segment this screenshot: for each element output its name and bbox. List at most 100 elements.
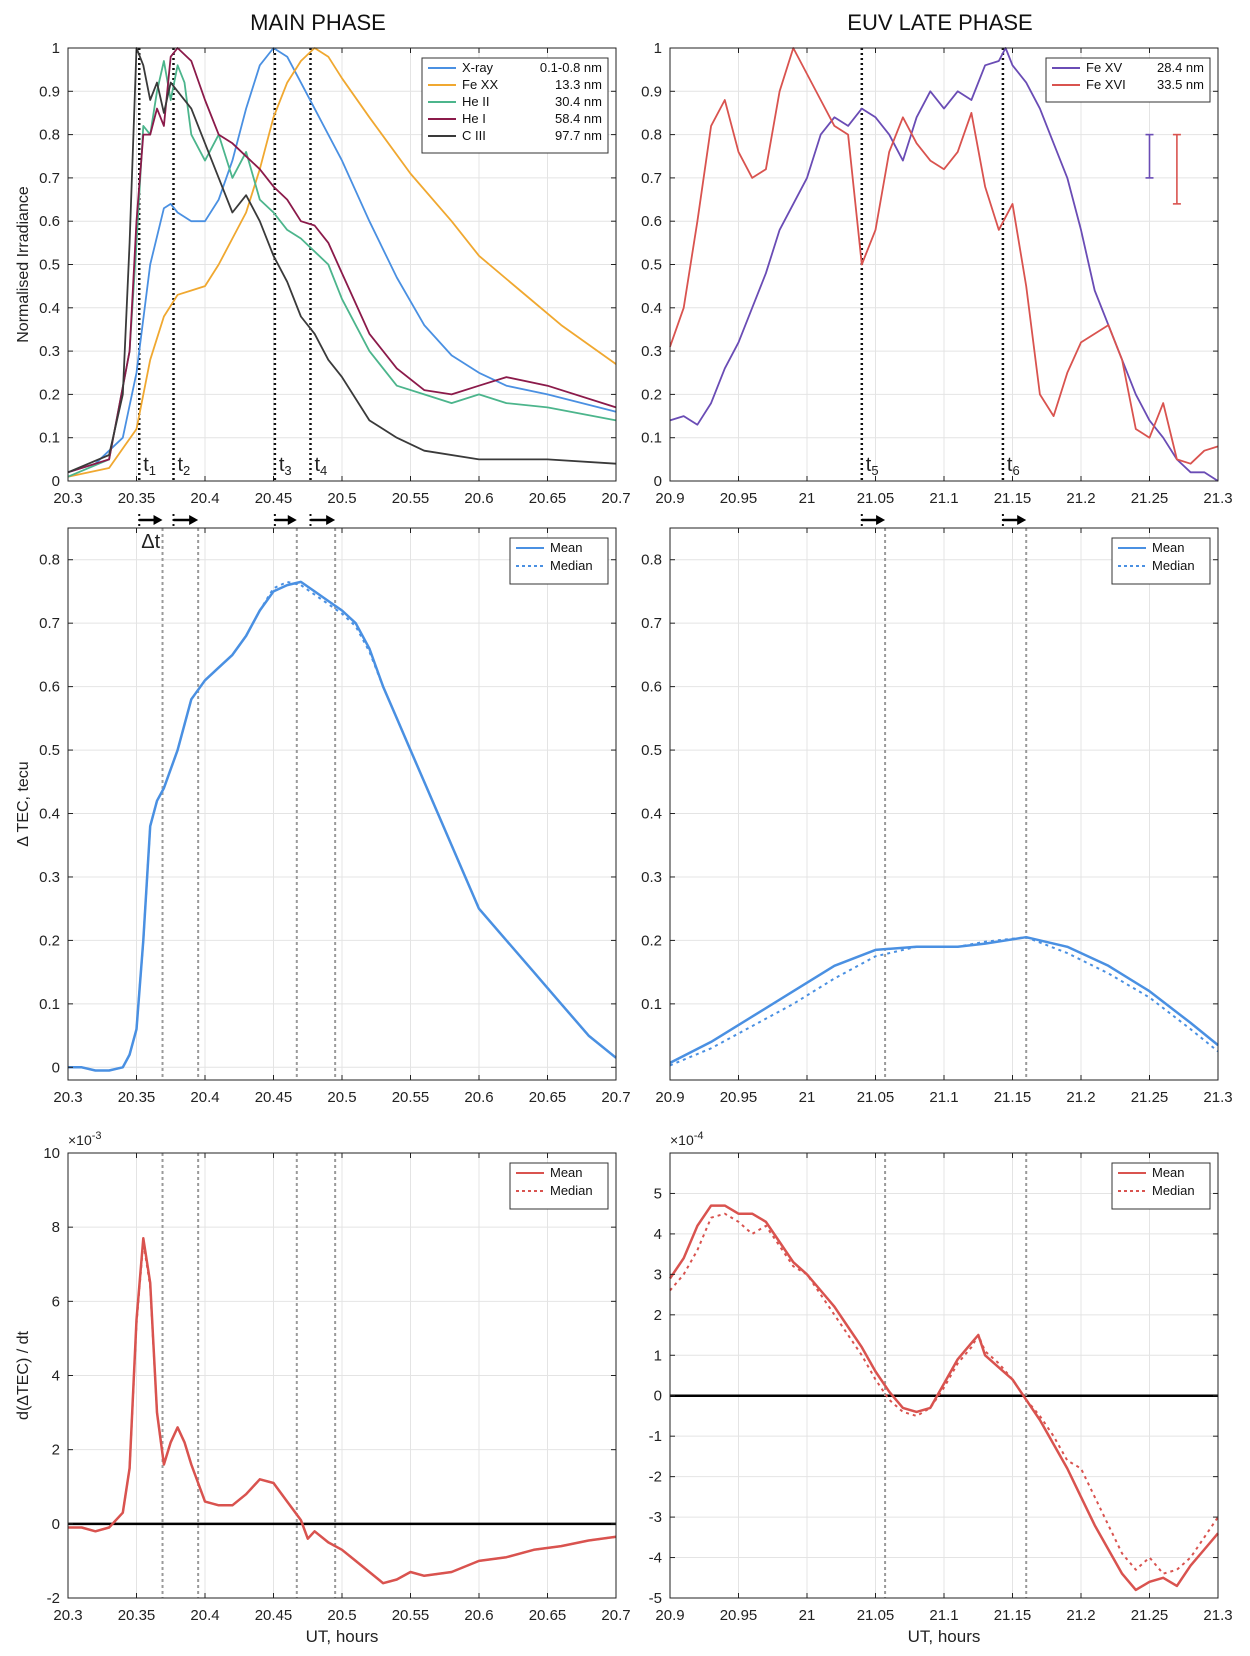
y-tick-label: 0.2 (39, 932, 60, 949)
legend-label: Fe XV (1086, 60, 1122, 75)
y-tick-label: 0.2 (641, 932, 662, 949)
delta-t-label: Δt (141, 531, 160, 553)
x-tick-label: 20.6 (464, 1089, 493, 1106)
y-tick-label: 0.8 (39, 127, 60, 144)
y-tick-label: 0.8 (641, 127, 662, 144)
y-tick-label: 0.5 (641, 257, 662, 274)
y-tick-label: 4 (654, 1226, 662, 1243)
x-axis-label: UT, hours (306, 1627, 379, 1646)
legend-label: Median (1152, 558, 1195, 573)
series-line-median (68, 580, 617, 1072)
euv-late-phase-title: EUV LATE PHASE (847, 10, 1032, 35)
y-tick-label: 0.2 (39, 386, 60, 403)
legend-wavelength: 30.4 nm (555, 94, 602, 109)
y-tick-label: 0 (52, 473, 60, 490)
series-line-median (68, 1241, 617, 1585)
x-tick-label: 20.5 (327, 1089, 356, 1106)
x-tick-label: 20.4 (190, 1089, 219, 1106)
x-tick-label: 20.65 (529, 1607, 567, 1624)
x-tick-label: 20.3 (53, 1089, 82, 1106)
peak-marker-label: t1 (143, 454, 156, 478)
y-tick-label: 0.1 (39, 430, 60, 447)
y-tick-label: 1 (654, 40, 662, 57)
x-tick-label: 20.9 (655, 1607, 684, 1624)
x-tick-label: 21.25 (1131, 490, 1169, 507)
chart-p4: 20.9 20.95 21 21.05 21.1 21.15 21.2 21.25 21.3 0.… (641, 514, 1233, 1106)
x-tick-label: 21.25 (1131, 1089, 1169, 1106)
legend: Mean Median (1111, 1162, 1211, 1210)
x-tick-label: 20.7 (601, 1607, 630, 1624)
y-tick-label: -2 (47, 1590, 60, 1607)
y-tick-label: -3 (649, 1509, 662, 1526)
legend-box (509, 537, 609, 585)
y-tick-label: 0.6 (39, 213, 60, 230)
series-line-x-ray (67, 47, 617, 474)
x-tick-label: 21.3 (1203, 1607, 1232, 1624)
x-tick-label: 21 (799, 1607, 816, 1624)
y-tick-label: 0.4 (39, 806, 60, 823)
x-tick-label: 21.05 (857, 1607, 895, 1624)
legend-label: He II (462, 94, 489, 109)
y-tick-label: 2 (52, 1442, 60, 1459)
y-tick-label: 8 (52, 1219, 60, 1236)
legend-label: Median (550, 558, 593, 573)
y-tick-label: 0.9 (641, 83, 662, 100)
y-tick-label: 0 (52, 1059, 60, 1076)
peak-marker-label: t6 (1007, 454, 1020, 478)
x-tick-label: 20.35 (118, 490, 156, 507)
x-tick-label: 21.3 (1203, 490, 1232, 507)
y-exponent-label: ×10-3 (68, 1130, 102, 1148)
x-tick-label: 20.9 (655, 490, 684, 507)
y-tick-label: 6 (52, 1293, 60, 1310)
x-tick-label: 20.95 (720, 490, 758, 507)
y-axis-label: Normalised Irradiance (15, 186, 32, 343)
peak-marker-label: t4 (314, 454, 327, 478)
y-tick-label: 0.7 (641, 170, 662, 187)
y-tick-label: -5 (649, 1590, 662, 1607)
chart-p2: t5 t6 20.9 20.95 21 21.05 21.1 21.15 21.2 21.25 21… (641, 40, 1232, 507)
y-tick-label: 0 (654, 1388, 662, 1405)
y-tick-label: 0.5 (39, 742, 60, 759)
legend-box (1045, 57, 1211, 103)
x-tick-label: 20.55 (392, 1607, 430, 1624)
delta-t-arrowhead (326, 515, 336, 525)
y-tick-label: 1 (654, 1347, 662, 1364)
y-tick-label: 0.4 (641, 300, 662, 317)
legend: X-ray 0.1-0.8 nm Fe XX 13.3 nm He II 30.4 nm H… (421, 57, 609, 154)
legend-label: C III (462, 128, 486, 143)
x-tick-label: 20.55 (392, 1089, 430, 1106)
legend-label: Fe XX (462, 77, 498, 92)
x-tick-label: 20.35 (118, 1089, 156, 1106)
y-tick-label: 0.8 (39, 552, 60, 569)
x-tick-label: 21 (799, 490, 816, 507)
peak-marker-label: t2 (177, 454, 190, 478)
y-tick-label: -1 (649, 1428, 662, 1445)
x-tick-label: 21.2 (1066, 1607, 1095, 1624)
y-axis-label: d(ΔTEC) / dt (15, 1330, 32, 1419)
y-tick-label: 0.7 (39, 615, 60, 632)
x-tick-label: 20.7 (601, 1089, 630, 1106)
y-tick-label: 2 (654, 1307, 662, 1324)
y-tick-label: 0.2 (641, 386, 662, 403)
y-tick-label: 3 (654, 1266, 662, 1283)
legend-box (1111, 537, 1211, 585)
legend-label: Mean (550, 540, 583, 555)
legend-box (421, 57, 609, 154)
series-line-he-i (67, 47, 617, 474)
x-tick-label: 21.15 (994, 1089, 1032, 1106)
x-tick-label: 20.65 (529, 490, 567, 507)
y-tick-label: 0.7 (641, 615, 662, 632)
x-tick-label: 21.15 (994, 1607, 1032, 1624)
x-tick-label: 20.5 (327, 1607, 356, 1624)
x-tick-label: 20.7 (601, 490, 630, 507)
x-tick-label: 21.2 (1066, 490, 1095, 507)
legend: Mean Median (1111, 537, 1211, 585)
series-line-mean (668, 1204, 1219, 1592)
x-tick-label: 21.05 (857, 490, 895, 507)
delta-t-arrowhead (876, 515, 886, 525)
chart-p6: 20.9 20.95 21 21.05 21.1 21.15 21.2 21.25 21.3-5… (649, 1130, 1233, 1646)
legend-label: Median (1152, 1183, 1195, 1198)
legend-label: Mean (550, 1165, 583, 1180)
